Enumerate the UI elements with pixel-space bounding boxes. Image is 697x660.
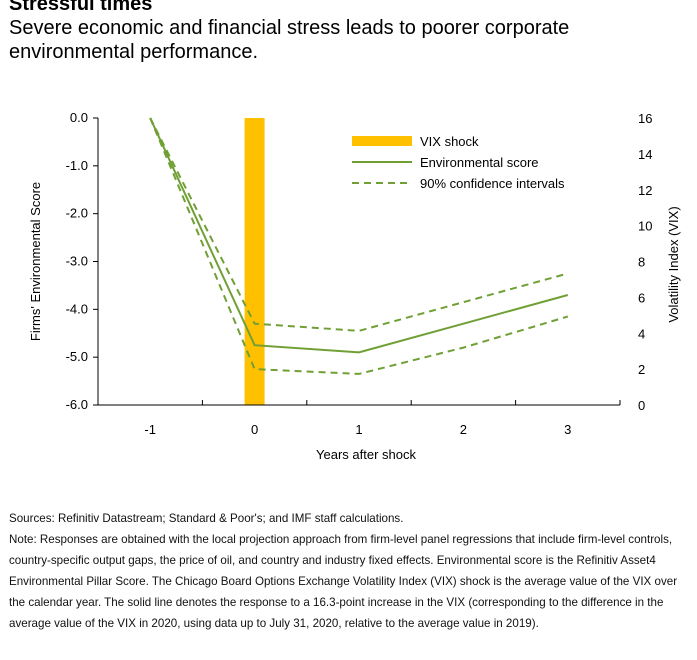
x-tick-label: -1	[144, 422, 156, 437]
x-tick-label: 3	[564, 422, 571, 437]
y-tick-label: -6.0	[66, 397, 88, 412]
axes-layer	[93, 117, 621, 406]
legend-label: 90% confidence intervals	[420, 176, 565, 191]
chart: 0.0-1.0-2.0-3.0-4.0-5.0-6.01614121086420…	[28, 110, 681, 462]
chart-footer: Sources: Refinitiv Datastream; Standard …	[9, 508, 691, 634]
legend: VIX shock Environmental score 90% confiden…	[352, 134, 565, 191]
confidence-interval-line	[149, 117, 569, 332]
y-tick-label: -1.0	[66, 158, 88, 173]
y-axis-title: Firms' Environmental Score	[28, 182, 43, 341]
y-tick-label: -4.0	[66, 301, 88, 316]
sources-note: Sources: Refinitiv Datastream; Standard …	[9, 512, 404, 525]
y-tick-label: -2.0	[66, 206, 88, 221]
chart-subtitle: Severe economic and financial stress lea…	[9, 17, 570, 63]
legend-label: VIX shock	[420, 134, 479, 149]
chart-title: Stressful times	[9, 0, 153, 15]
x-tick-label: 2	[460, 422, 467, 437]
vix-shock-bar	[244, 118, 265, 405]
confidence-interval-line	[149, 117, 569, 375]
y-tick-label: 0.0	[70, 110, 88, 125]
y2-tick-label: 0	[638, 398, 645, 413]
legend-label: Environmental score	[420, 155, 539, 170]
bars-layer	[244, 118, 265, 405]
y2-tick-label: 14	[638, 147, 652, 162]
y-tick-label: -3.0	[66, 254, 88, 269]
y2-tick-label: 6	[638, 290, 645, 305]
environmental-score-line	[149, 117, 569, 354]
y2-tick-label: 4	[638, 326, 645, 341]
x-axis-title: Years after shock	[316, 447, 416, 462]
labels-layer: 0.0-1.0-2.0-3.0-4.0-5.0-6.01614121086420…	[28, 110, 681, 462]
y2-axis-title: Volatility Index (VIX)	[666, 206, 681, 322]
methodology-note: Note: Responses are obtained with the lo…	[9, 533, 678, 630]
y2-tick-label: 12	[638, 183, 652, 198]
y-tick-label: -5.0	[66, 349, 88, 364]
y2-tick-label: 2	[638, 362, 645, 377]
y2-tick-label: 16	[638, 111, 652, 126]
x-tick-label: 1	[355, 422, 362, 437]
y2-tick-label: 10	[638, 219, 652, 234]
legend-swatch-vix-shock	[352, 136, 412, 146]
y2-tick-label: 8	[638, 255, 645, 270]
series-layer	[149, 117, 569, 375]
x-tick-label: 0	[251, 422, 258, 437]
